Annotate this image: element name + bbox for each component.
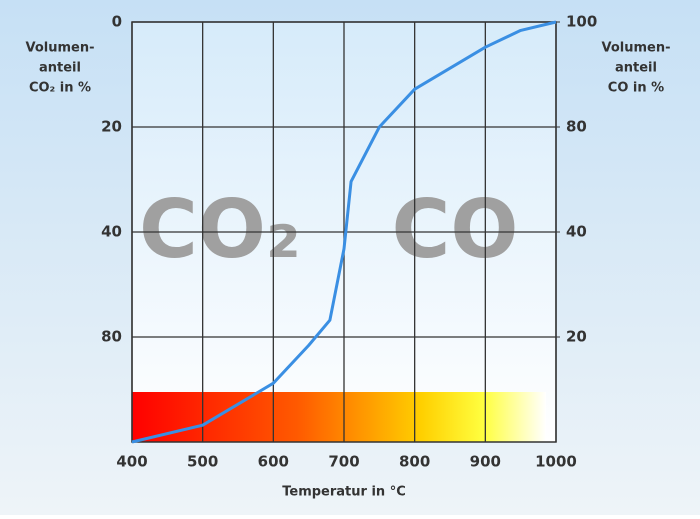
x-tick-label: 1000 (535, 453, 577, 471)
y-axis-label: anteil (39, 61, 81, 76)
y2-tick-label: 80 (566, 118, 587, 136)
y-tick-label: 80 (101, 328, 122, 346)
y2-tick-label: 20 (566, 328, 587, 346)
y2-axis-label: Volumen- (601, 41, 670, 56)
y-tick-label: 0 (112, 13, 122, 31)
y2-axis-label: CO in % (608, 81, 664, 96)
y-axis-label: Volumen- (25, 41, 94, 56)
y-axis-label: CO₂ in % (29, 81, 91, 96)
x-tick-label: 900 (470, 453, 501, 471)
y2-axis-label: anteil (615, 61, 657, 76)
x-axis-label: Temperatur in °C (282, 485, 406, 500)
y2-tick-label: 100 (566, 13, 597, 31)
line (131, 20, 557, 444)
temperature-bar (132, 392, 546, 442)
y-tick-label: 20 (101, 118, 122, 136)
y-tick-label: 40 (101, 223, 122, 241)
x-tick-label: 500 (187, 453, 218, 471)
x-tick-label: 400 (116, 453, 147, 471)
x-tick-label: 800 (399, 453, 430, 471)
x-tick-label: 700 (328, 453, 359, 471)
watermark: CO (392, 183, 519, 276)
x-tick-label: 600 (258, 453, 289, 471)
watermark: CO₂ (139, 183, 301, 276)
y2-tick-label: 40 (566, 223, 587, 241)
